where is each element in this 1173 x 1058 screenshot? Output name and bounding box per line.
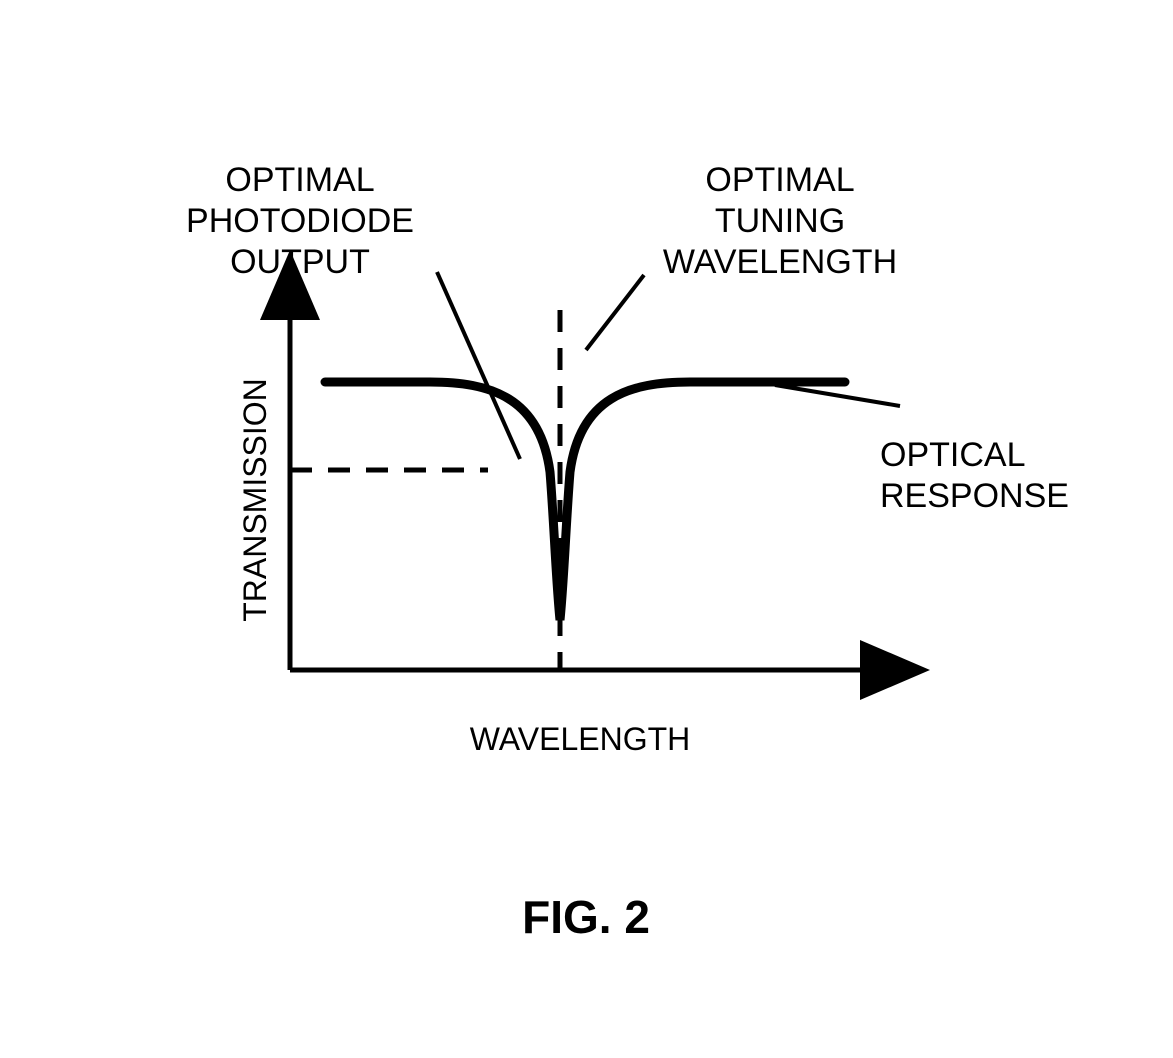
figure-container: OPTIMAL PHOTODIODE OUTPUT OPTIMAL TUNING…: [0, 0, 1173, 1058]
label-tuning: OPTIMAL TUNING WAVELENGTH: [640, 160, 920, 282]
leader-response: [775, 385, 900, 406]
label-photodiode-l2: PHOTODIODE: [160, 201, 440, 242]
label-photodiode-l1: OPTIMAL: [160, 160, 440, 201]
leader-tuning: [586, 275, 644, 350]
label-photodiode: OPTIMAL PHOTODIODE OUTPUT: [160, 160, 440, 282]
label-photodiode-l3: OUTPUT: [160, 242, 440, 283]
optical-response-curve: [325, 382, 845, 620]
label-response-l1: OPTICAL: [880, 435, 1140, 476]
label-response-l2: RESPONSE: [880, 476, 1140, 517]
x-axis-label: WAVELENGTH: [470, 720, 690, 758]
label-tuning-l3: WAVELENGTH: [640, 242, 920, 283]
label-tuning-l2: TUNING: [640, 201, 920, 242]
label-tuning-l1: OPTIMAL: [640, 160, 920, 201]
y-axis-label: TRANSMISSION: [236, 378, 274, 622]
label-response: OPTICAL RESPONSE: [880, 435, 1140, 517]
figure-caption: FIG. 2: [522, 890, 650, 944]
leader-photodiode: [437, 272, 520, 459]
